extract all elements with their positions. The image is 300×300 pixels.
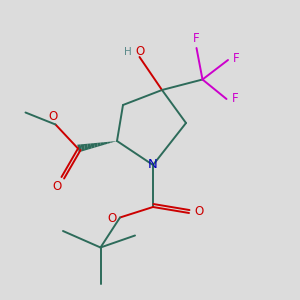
Text: O: O [52,179,62,193]
Text: O: O [194,205,203,218]
Text: O: O [107,212,116,226]
Polygon shape [110,141,114,143]
Polygon shape [77,144,82,152]
Text: H: H [124,46,132,57]
Text: F: F [232,92,238,106]
Polygon shape [114,141,117,142]
Polygon shape [87,143,92,149]
Polygon shape [81,144,85,152]
Polygon shape [91,143,95,148]
Text: F: F [193,32,200,46]
Polygon shape [100,142,104,146]
Polygon shape [104,142,107,145]
Text: O: O [136,45,145,58]
Polygon shape [84,144,88,150]
Polygon shape [97,142,101,147]
Polygon shape [107,142,111,144]
Text: O: O [49,110,58,123]
Polygon shape [94,143,98,148]
Text: N: N [148,158,158,172]
Text: F: F [233,52,240,65]
